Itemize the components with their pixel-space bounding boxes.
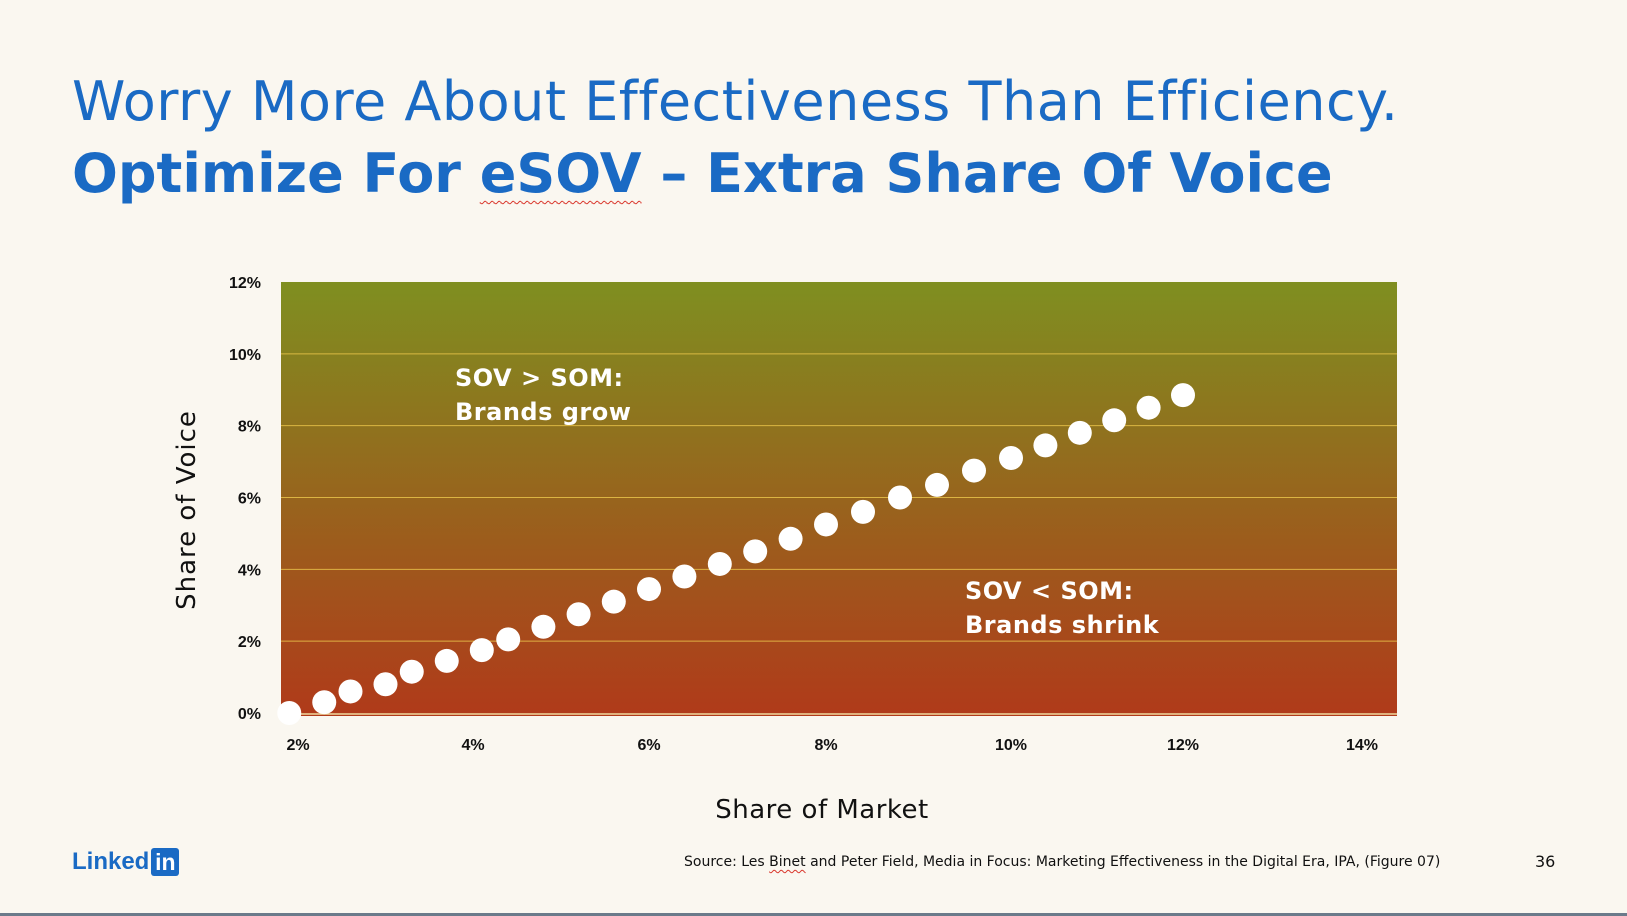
linkedin-logo: Linked in <box>72 848 180 876</box>
annotation-grow-line1: SOV > SOM: <box>455 364 624 392</box>
data-point <box>373 672 398 697</box>
x-tick-labels: 2% 4% 6% 8% 10% 12% 14% <box>286 737 1378 754</box>
data-point <box>434 648 459 673</box>
y-tick-label: 2% <box>238 634 261 651</box>
gridlines <box>281 353 1397 715</box>
data-point <box>962 458 986 483</box>
data-point <box>1136 395 1161 420</box>
data-point <box>1067 420 1092 445</box>
page-number: 36 <box>1535 852 1556 871</box>
x-tick-label: 8% <box>814 737 837 754</box>
data-point <box>1171 383 1195 408</box>
annotation-grow: SOV > SOM: Brands grow <box>455 361 631 429</box>
data-points <box>277 383 1195 725</box>
y-tick-label: 6% <box>238 491 261 508</box>
subtitle-prefix: Optimize For <box>72 142 480 205</box>
subtitle-highlight: eSOV <box>479 142 642 205</box>
source-suffix: and Peter Field, Media in Focus: Marketi… <box>805 854 1441 870</box>
slide-title: Worry More About Effectiveness Than Effi… <box>72 70 1399 133</box>
y-tick-label: 8% <box>238 419 261 436</box>
data-point <box>814 512 838 537</box>
data-point <box>707 551 732 576</box>
annotation-shrink-line1: SOV < SOM: <box>965 577 1134 605</box>
data-point <box>672 564 697 589</box>
x-tick-label: 6% <box>637 737 660 754</box>
source-author: Binet <box>769 854 806 870</box>
x-tick-label: 2% <box>286 737 309 754</box>
data-point <box>999 445 1023 470</box>
data-point <box>778 526 803 551</box>
data-point <box>566 602 591 627</box>
source-citation: Source: Les Binet and Peter Field, Media… <box>684 854 1440 870</box>
data-point <box>1102 408 1127 433</box>
data-point <box>888 485 912 510</box>
subtitle-suffix: – Extra Share Of Voice <box>641 142 1333 205</box>
slide-subtitle: Optimize For eSOV – Extra Share Of Voice <box>72 142 1333 205</box>
x-tick-label: 4% <box>461 737 484 754</box>
data-point <box>925 472 949 497</box>
annotation-shrink-line2: Brands shrink <box>965 611 1160 639</box>
x-tick-label: 12% <box>1167 737 1199 754</box>
data-point <box>743 539 768 564</box>
annotation-grow-line2: Brands grow <box>455 398 632 426</box>
x-axis-label: Share of Market <box>715 795 929 825</box>
y-tick-label: 10% <box>229 347 261 364</box>
data-point <box>851 499 875 524</box>
data-point <box>338 679 363 704</box>
data-point <box>312 690 337 715</box>
annotation-shrink: SOV < SOM: Brands shrink <box>965 574 1159 642</box>
y-tick-label: 4% <box>238 562 261 579</box>
data-point <box>637 577 661 602</box>
logo-text: Linked <box>72 848 150 875</box>
y-tick-labels: 0% 2% 4% 6% 8% 10% 12% <box>229 275 261 723</box>
data-point <box>277 701 302 725</box>
data-point <box>1033 433 1058 458</box>
data-point <box>469 638 494 663</box>
y-tick-label: 0% <box>238 706 261 723</box>
data-point <box>531 614 556 639</box>
bottom-rule <box>0 913 1627 916</box>
logo-in-box: in <box>151 848 180 876</box>
y-tick-label: 12% <box>229 275 261 292</box>
x-tick-label: 14% <box>1346 737 1378 754</box>
y-axis-label: Share of Voice <box>172 410 202 610</box>
data-point <box>496 627 521 652</box>
data-point <box>399 659 424 684</box>
x-tick-label: 10% <box>995 737 1027 754</box>
data-point <box>601 589 626 614</box>
source-prefix: Source: Les <box>684 854 770 870</box>
